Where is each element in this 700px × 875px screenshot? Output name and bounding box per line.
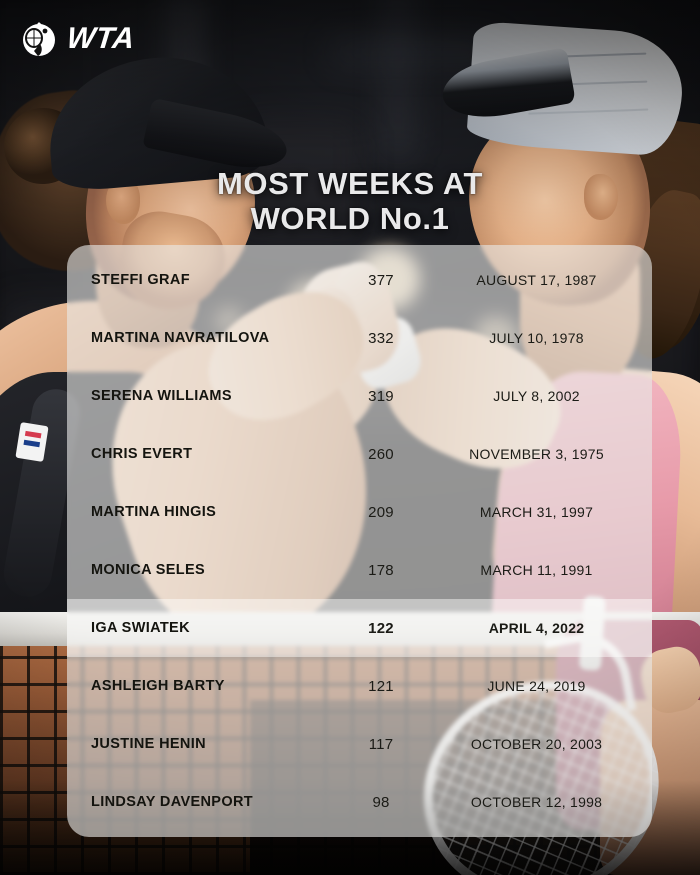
- weeks-count: 178: [368, 561, 394, 579]
- weeks-count: 122: [368, 619, 394, 637]
- apparel-logo-icon: [15, 422, 49, 462]
- table-row: MARTINA HINGIS 209 MARCH 31, 1997: [67, 483, 652, 541]
- player-name: SERENA WILLIAMS: [91, 388, 232, 404]
- weeks-count: 377: [368, 271, 394, 289]
- table-row: CHRIS EVERT 260 NOVEMBER 3, 1975: [67, 425, 652, 483]
- date-reached-no1: AUGUST 17, 1987: [476, 272, 597, 288]
- player-name: MARTINA HINGIS: [91, 504, 217, 520]
- weeks-count: 260: [368, 445, 394, 463]
- date-reached-no1: OCTOBER 20, 2003: [470, 736, 603, 752]
- player-name: ASHLEIGH BARTY: [91, 678, 225, 694]
- weeks-count: 332: [368, 329, 394, 347]
- weeks-count: 121: [368, 677, 394, 695]
- player-name: LINDSAY DAVENPORT: [91, 794, 253, 810]
- title-line-2: WORLD No.1: [250, 201, 450, 237]
- player-name: JUSTINE HENIN: [91, 736, 206, 752]
- table-row: ASHLEIGH BARTY 121 JUNE 24, 2019: [67, 657, 652, 715]
- table-row: IGA SWIATEK 122 APRIL 4, 2022: [67, 599, 652, 657]
- page-title: MOST WEEKS AT WORLD No.1: [0, 166, 700, 237]
- table-row: SERENA WILLIAMS 319 JULY 8, 2002: [67, 367, 652, 425]
- player-name: MONICA SELES: [91, 562, 206, 578]
- weeks-count: 319: [368, 387, 394, 405]
- date-reached-no1: MARCH 31, 1997: [479, 504, 594, 520]
- date-reached-no1: APRIL 4, 2022: [488, 620, 585, 636]
- player-name: MARTINA NAVRATILOVA: [91, 330, 270, 346]
- date-reached-no1: NOVEMBER 3, 1975: [469, 446, 604, 462]
- table-row: MARTINA NAVRATILOVA 332 JULY 10, 1978: [67, 309, 652, 367]
- player-name: CHRIS EVERT: [91, 446, 193, 462]
- player-name: STEFFI GRAF: [91, 272, 190, 288]
- wta-logo: WTA: [18, 18, 137, 60]
- table-row: LINDSAY DAVENPORT 98 OCTOBER 12, 1998: [67, 773, 652, 831]
- player-name: IGA SWIATEK: [91, 620, 190, 636]
- date-reached-no1: MARCH 11, 1991: [480, 562, 593, 578]
- date-reached-no1: JUNE 24, 2019: [487, 678, 586, 694]
- table-row: JUSTINE HENIN 117 OCTOBER 20, 2003: [67, 715, 652, 773]
- date-reached-no1: JULY 8, 2002: [493, 388, 580, 404]
- wta-racquet-logo-icon: [23, 22, 55, 56]
- date-reached-no1: OCTOBER 12, 1998: [470, 794, 603, 810]
- weeks-count: 117: [368, 735, 394, 753]
- date-reached-no1: JULY 10, 1978: [489, 330, 584, 346]
- wta-wordmark: WTA: [65, 22, 137, 55]
- table-row: STEFFI GRAF 377 AUGUST 17, 1987: [67, 251, 652, 309]
- weeks-count: 98: [372, 793, 390, 811]
- title-line-1: MOST WEEKS AT: [216, 166, 484, 201]
- rankings-table: STEFFI GRAF 377 AUGUST 17, 1987 MARTINA NAV…: [67, 245, 652, 837]
- weeks-count: 209: [368, 503, 394, 521]
- backdrop-blur-shape: [385, 0, 411, 160]
- table-row: MONICA SELES 178 MARCH 11, 1991: [67, 541, 652, 599]
